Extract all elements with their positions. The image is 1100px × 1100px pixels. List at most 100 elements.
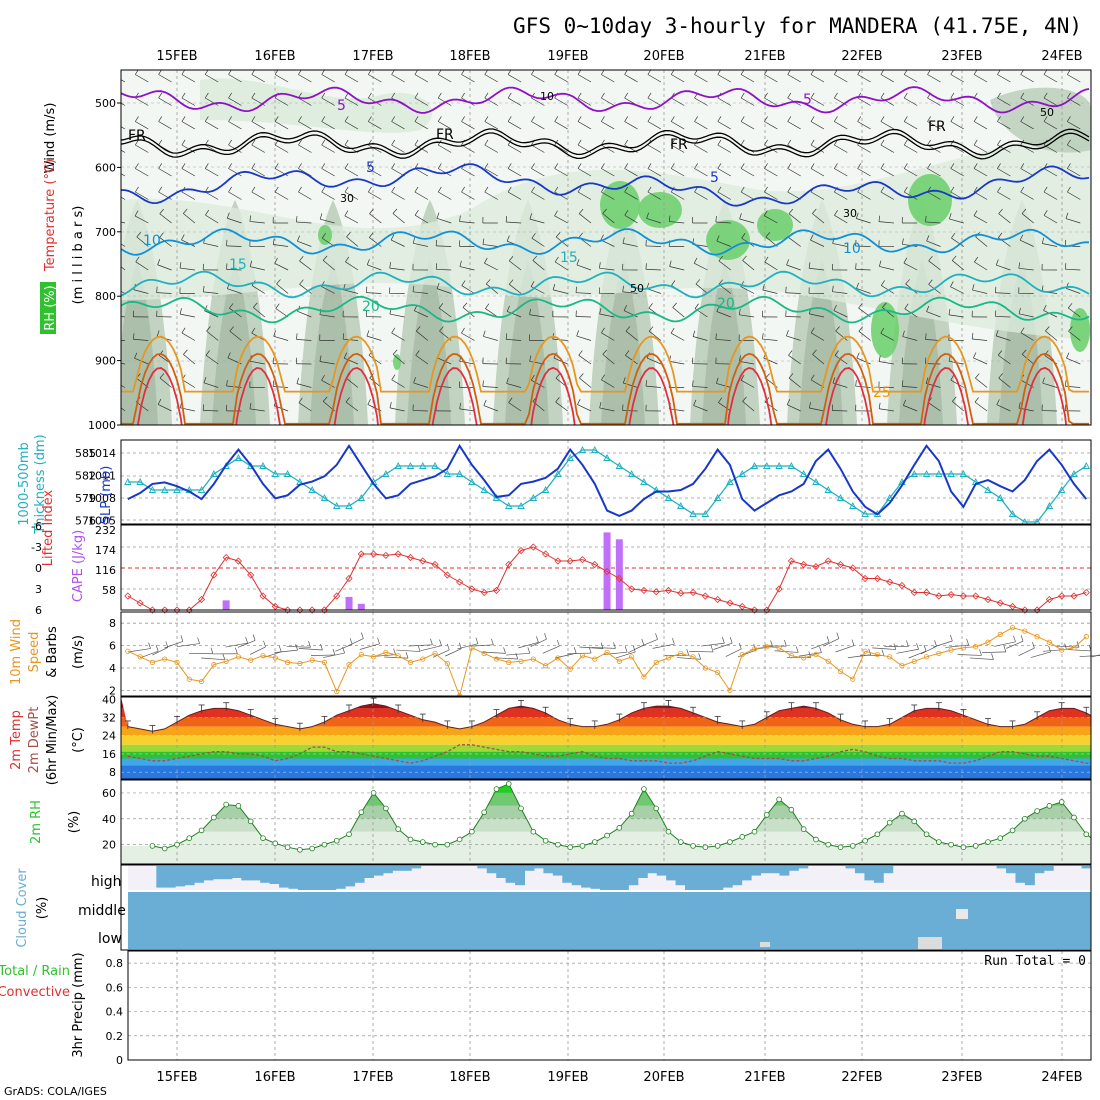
barb-flag-25-9 <box>695 279 701 285</box>
thickness-point-26 <box>443 470 452 477</box>
wind10-barb-flag-6 <box>222 653 226 660</box>
thickness-point-12 <box>271 470 280 477</box>
barb-36-14 <box>952 401 965 412</box>
date-labels-bottom: 15FEB 16FEB 17FEB 18FEB 19FEB 20FEB 21FEB 22FEB… <box>156 1070 1082 1085</box>
wind10-barb-flag-45 <box>698 653 701 660</box>
wind10-point-66 <box>936 650 942 657</box>
wind10-barb-8 <box>225 642 248 648</box>
barb-flag-12-11 <box>391 327 396 334</box>
barb-0-0 <box>121 79 126 83</box>
barb-2-8 <box>157 264 172 271</box>
barb-flag-32-4 <box>857 163 862 169</box>
temp-label-3: (6hr Min/Max) <box>45 695 60 785</box>
barb-flag-36-9 <box>950 281 954 287</box>
wind10-point-18 <box>346 662 352 668</box>
upper-air-frame <box>120 69 1092 426</box>
barb-27-0 <box>740 74 755 83</box>
cloud-high-bar-5 <box>175 866 186 887</box>
barb-30-5 <box>810 191 825 200</box>
barb-17-4 <box>507 168 522 177</box>
barb-flag-31-1 <box>834 92 838 99</box>
wind10-point-4 <box>174 659 180 666</box>
date-bottom-18FEB: 18FEB <box>449 1070 490 1085</box>
barb-9-2 <box>321 121 335 130</box>
barb-flag-3-6 <box>183 208 188 214</box>
wind10-point-42 <box>641 674 647 680</box>
barb-flag-1-5 <box>135 186 139 193</box>
wind10-barb-flag-65 <box>934 640 937 647</box>
barb-29-13 <box>788 377 801 388</box>
barb-flag-6-3 <box>251 139 256 146</box>
barb-17-0 <box>507 74 522 83</box>
barb-20-12 <box>578 355 592 365</box>
thickness-point-21 <box>382 470 390 477</box>
barb-flag-3-11 <box>181 327 186 334</box>
barb-40-1 <box>1043 97 1058 106</box>
precip-panel: 0.80.60.40.20 Run Total = 0 Total / Rain… <box>0 950 1092 1067</box>
barb-32-11 <box>858 330 871 341</box>
barb-flag-38-8 <box>995 259 999 266</box>
rh2m-point-29 <box>505 781 512 787</box>
thickness-markers <box>124 446 1091 525</box>
barb-flag-6-8 <box>249 260 253 267</box>
thickness-point-41 <box>627 470 636 477</box>
barb-flag-6-11 <box>251 327 256 334</box>
li-point-24 <box>419 557 427 565</box>
rh2m-tick-20: 20 <box>102 839 116 852</box>
barb-flag-10-12 <box>343 352 348 359</box>
barb-6-5 <box>251 191 265 200</box>
barb-22-0 <box>624 74 638 83</box>
barb-flag-11-2 <box>368 116 372 122</box>
isotherm-label-freezing-d: FR <box>928 119 946 135</box>
cape-frame <box>120 524 1092 611</box>
barb-0-1 <box>121 102 126 106</box>
barb-6-2 <box>251 121 265 130</box>
barb-flag-19-2 <box>554 116 559 122</box>
wind10-barb-57 <box>823 638 839 647</box>
barb-flag-28-11 <box>762 333 764 340</box>
barb-18-8 <box>532 260 545 271</box>
wind10-barb-26 <box>445 648 462 657</box>
barb-27-2 <box>740 121 755 130</box>
wind10-point-63 <box>899 663 905 669</box>
barb-12-8 <box>389 267 405 271</box>
wind10-barb-0 <box>127 648 151 653</box>
barb-15-6 <box>459 221 475 224</box>
barb-16-5 <box>484 191 498 200</box>
isotherm-10 <box>121 228 1089 256</box>
barb-flag-5-5 <box>228 186 232 193</box>
wind10-barb-69 <box>969 657 994 660</box>
li-point-19 <box>357 550 365 558</box>
barb-flag-22-13 <box>622 377 626 384</box>
barb-20-0 <box>577 74 592 83</box>
barb-35-14 <box>927 402 941 412</box>
wind10-barb-flag-47 <box>722 637 725 644</box>
barb-34-5 <box>904 191 918 200</box>
cloud-high-bar-97 <box>1043 866 1054 871</box>
wind10-barb-flag-63 <box>916 643 919 650</box>
rh-core-8 <box>899 260 943 425</box>
cloud-high-bar-96 <box>1034 866 1045 874</box>
barb-flag-12-3 <box>391 139 396 146</box>
barb-flag-3-10 <box>179 308 182 315</box>
barb-31-4 <box>834 168 848 177</box>
wind10-barb-18 <box>347 638 364 647</box>
wind10-point-29 <box>481 650 487 657</box>
cloud-high-bar-18 <box>297 866 308 890</box>
cloud-high-bar-21 <box>326 866 337 890</box>
barb-flag-21-14 <box>599 402 602 409</box>
barb-7-10 <box>275 308 289 318</box>
barb-flag-32-10 <box>858 303 863 309</box>
wind10-point-25 <box>432 650 438 657</box>
barb-7-1 <box>274 97 289 106</box>
barb-flag-22-9 <box>622 285 624 292</box>
barb-36-0 <box>950 74 964 83</box>
barb-flag-23-5 <box>647 186 652 193</box>
barb-15-4 <box>461 168 475 177</box>
barb-41-5 <box>1067 191 1081 200</box>
barb-flag-21-10 <box>599 308 602 315</box>
barb-flag-31-10 <box>833 305 837 311</box>
barb-flag-19-7 <box>555 232 561 238</box>
barb-flag-35-6 <box>925 215 927 222</box>
